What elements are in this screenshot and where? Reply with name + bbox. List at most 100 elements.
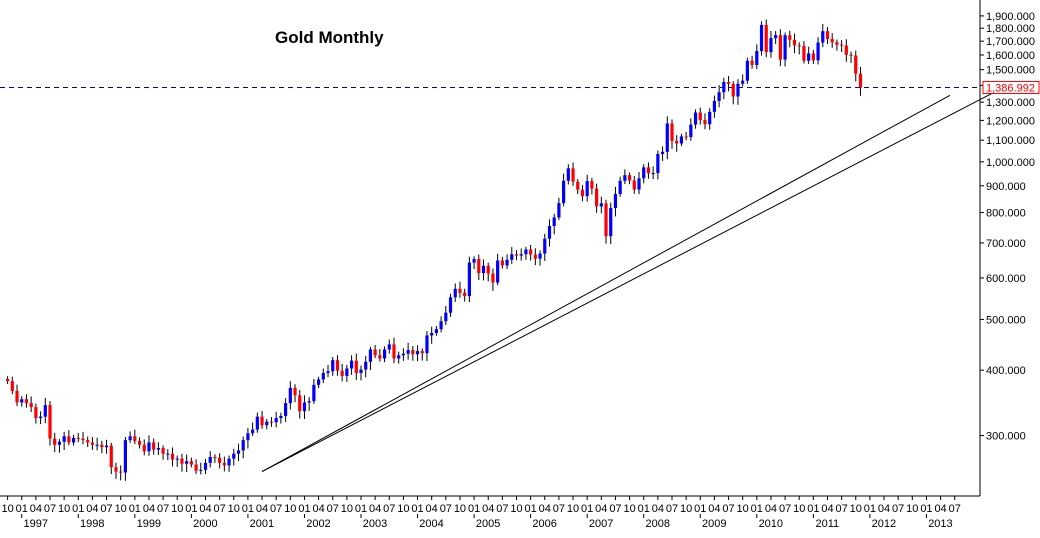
candle-body-down [684, 136, 688, 138]
candle [562, 173, 566, 207]
candle [731, 81, 735, 105]
x-month-label: 07 [779, 503, 791, 515]
candle-body-down [675, 140, 679, 144]
y-tick-label: 1,300.000 [986, 97, 1035, 109]
x-month-label: 04 [652, 503, 664, 515]
candle [811, 49, 815, 64]
candle-body-up [816, 42, 820, 61]
price-label-box [982, 80, 1040, 94]
x-month-label: 10 [115, 503, 127, 515]
candle-body-down [378, 355, 382, 359]
candle [651, 166, 655, 180]
candle-body-down [411, 350, 415, 355]
candle [354, 353, 358, 380]
candle-body-down [627, 175, 632, 181]
candle-body-up [326, 371, 330, 374]
candle [788, 30, 792, 48]
x-month-label: 01 [638, 503, 650, 515]
candle [538, 250, 542, 266]
candle [708, 108, 712, 130]
candle [835, 39, 839, 51]
candle-body-down [533, 254, 537, 259]
candle-body-up [199, 469, 203, 471]
candle [90, 437, 95, 450]
candle [119, 465, 123, 481]
x-month-label: 01 [16, 503, 28, 515]
candle [481, 259, 486, 281]
candle [246, 427, 250, 449]
candle [359, 365, 363, 381]
x-month-label: 04 [878, 503, 890, 515]
candle [712, 95, 716, 118]
candle-body-up [755, 51, 759, 65]
candle [783, 32, 787, 67]
candle [274, 411, 278, 428]
candle-body-up [236, 450, 241, 454]
x-month-label: 04 [199, 503, 211, 515]
candle-body-down [298, 395, 302, 412]
candle-body-down [67, 436, 71, 443]
candle-body-down [293, 387, 297, 396]
candle [491, 268, 495, 291]
candle-body-down [731, 83, 735, 97]
candle [514, 250, 519, 261]
candle [227, 455, 231, 472]
candle [340, 363, 344, 382]
x-month-label: 01 [864, 503, 876, 515]
candle-body-up [689, 124, 693, 138]
candle-body-up [623, 175, 627, 181]
candle [510, 247, 514, 264]
candle-body-down [670, 123, 674, 141]
candle-body-down [463, 292, 467, 297]
candle [302, 395, 307, 420]
candle [10, 376, 14, 395]
candle-body-down [825, 31, 830, 40]
candle-body-up [821, 31, 825, 43]
candle [378, 349, 382, 362]
candle-body-down [802, 46, 806, 61]
y-tick-label: 800.000 [986, 208, 1026, 220]
candle-body-up [538, 253, 542, 259]
candle-body-up [741, 80, 745, 84]
x-month-label: 07 [157, 503, 169, 515]
candle [656, 150, 660, 180]
candle [736, 79, 740, 105]
y-tick-label: 500.000 [986, 314, 1026, 326]
candle [764, 19, 768, 58]
candle [104, 439, 109, 454]
candle-body-down [458, 288, 462, 293]
x-month-label: 01 [920, 503, 932, 515]
candle-body-up [364, 361, 368, 370]
candle-body-up [717, 92, 721, 101]
candle [689, 118, 693, 141]
candle-body-down [858, 73, 863, 88]
candle-body-up [430, 332, 434, 336]
candle [100, 440, 104, 454]
candle [67, 430, 71, 446]
candle-body-down [500, 260, 504, 266]
candle [236, 443, 241, 462]
x-year-label: 2005 [476, 518, 500, 530]
candle [566, 164, 570, 185]
x-month-label: 07 [496, 503, 508, 515]
candle-body-up [745, 60, 749, 81]
x-month-label: 04 [312, 503, 324, 515]
candle-body-down [849, 54, 853, 56]
y-tick-label: 700.000 [986, 238, 1026, 250]
x-month-label: 10 [284, 503, 296, 515]
candle-body-down [726, 81, 731, 84]
candle [29, 396, 33, 413]
candle [331, 356, 335, 376]
candle-body-up [609, 208, 613, 237]
candle-body-up [104, 445, 109, 448]
candle-body-up [769, 38, 773, 53]
candle [830, 33, 834, 48]
x-month-label: 10 [228, 503, 240, 515]
candle-body-up [660, 151, 665, 155]
x-month-label: 10 [397, 503, 409, 515]
candle-body-down [213, 456, 217, 458]
candle [48, 401, 52, 446]
x-month-label: 07 [722, 503, 734, 515]
